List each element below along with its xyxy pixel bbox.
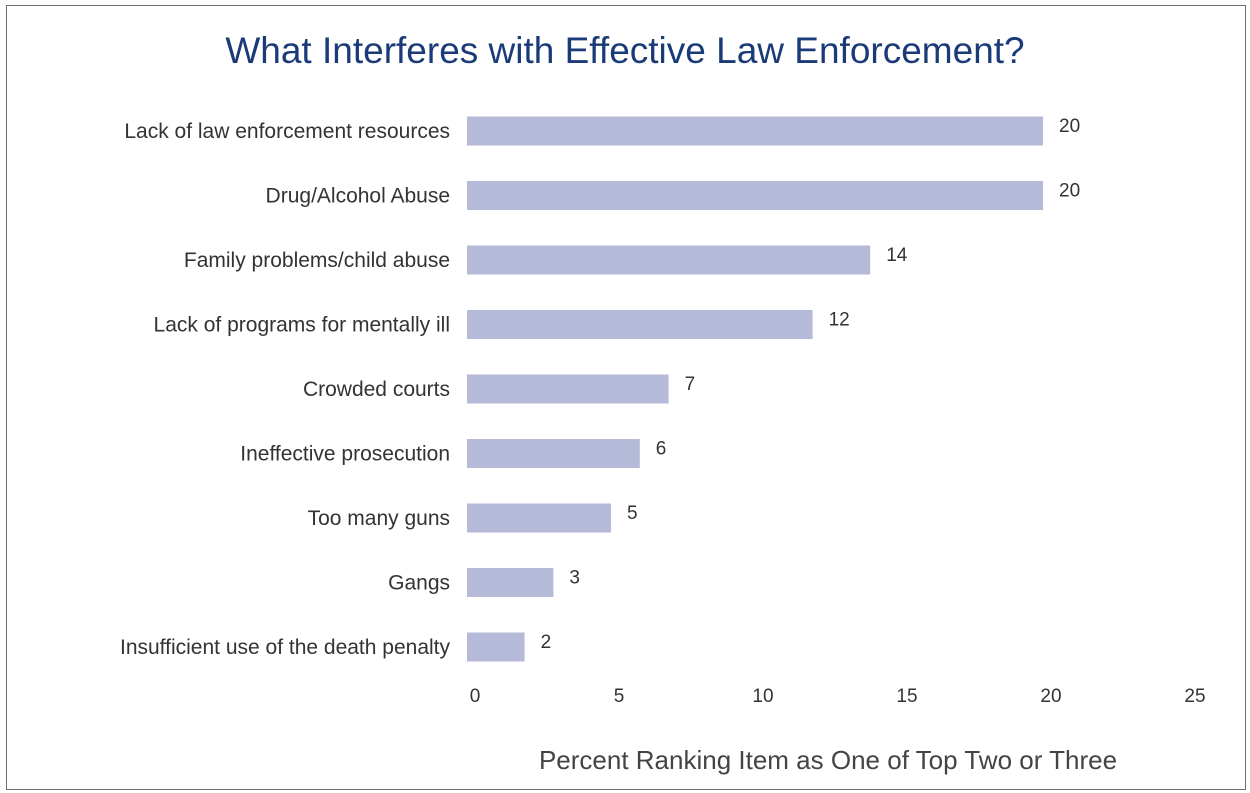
data-label: 7: [685, 374, 696, 395]
data-label: 20: [1059, 116, 1080, 137]
data-label: 20: [1059, 181, 1080, 202]
value-labels: 20 20 14 12 7 6 5 3 2: [541, 116, 1081, 653]
bars-layer: [467, 116, 1043, 662]
data-label: 3: [569, 568, 580, 589]
bar: [467, 632, 525, 662]
category-label: Lack of programs for mentally ill: [154, 314, 450, 337]
bar: [467, 245, 871, 275]
bar: [467, 374, 669, 404]
data-label: 5: [627, 503, 638, 524]
category-label: Lack of law enforcement resources: [124, 120, 450, 143]
data-label: 12: [829, 310, 850, 331]
data-label: 14: [886, 245, 908, 266]
bar: [467, 503, 611, 533]
bar: [467, 568, 554, 597]
category-label: Gangs: [388, 572, 450, 595]
category-labels: Lack of law enforcement resources Drug/Al…: [120, 120, 451, 659]
data-label: 2: [541, 632, 552, 653]
category-label: Insufficient use of the death penalty: [120, 636, 451, 659]
x-axis-ticks: 0 5 10 15 20 25: [470, 686, 1206, 707]
category-label: Ineffective prosecution: [240, 443, 450, 466]
x-tick-label: 10: [752, 686, 773, 707]
x-axis-title: Percent Ranking Item as One of Top Two o…: [539, 745, 1117, 775]
bar: [467, 310, 813, 339]
chart-title: What Interferes with Effective Law Enfor…: [225, 30, 1025, 71]
category-label: Crowded courts: [303, 378, 450, 401]
bar: [467, 439, 640, 468]
category-label: Drug/Alcohol Abuse: [266, 185, 450, 208]
category-label: Family problems/child abuse: [184, 249, 450, 272]
x-tick-label: 25: [1184, 686, 1205, 707]
data-label: 6: [656, 439, 667, 460]
bar: [467, 181, 1043, 210]
x-tick-label: 5: [614, 686, 625, 707]
bar: [467, 116, 1043, 146]
x-tick-label: 15: [896, 686, 917, 707]
x-tick-label: 0: [470, 686, 481, 707]
category-label: Too many guns: [308, 507, 450, 530]
x-tick-label: 20: [1040, 686, 1061, 707]
